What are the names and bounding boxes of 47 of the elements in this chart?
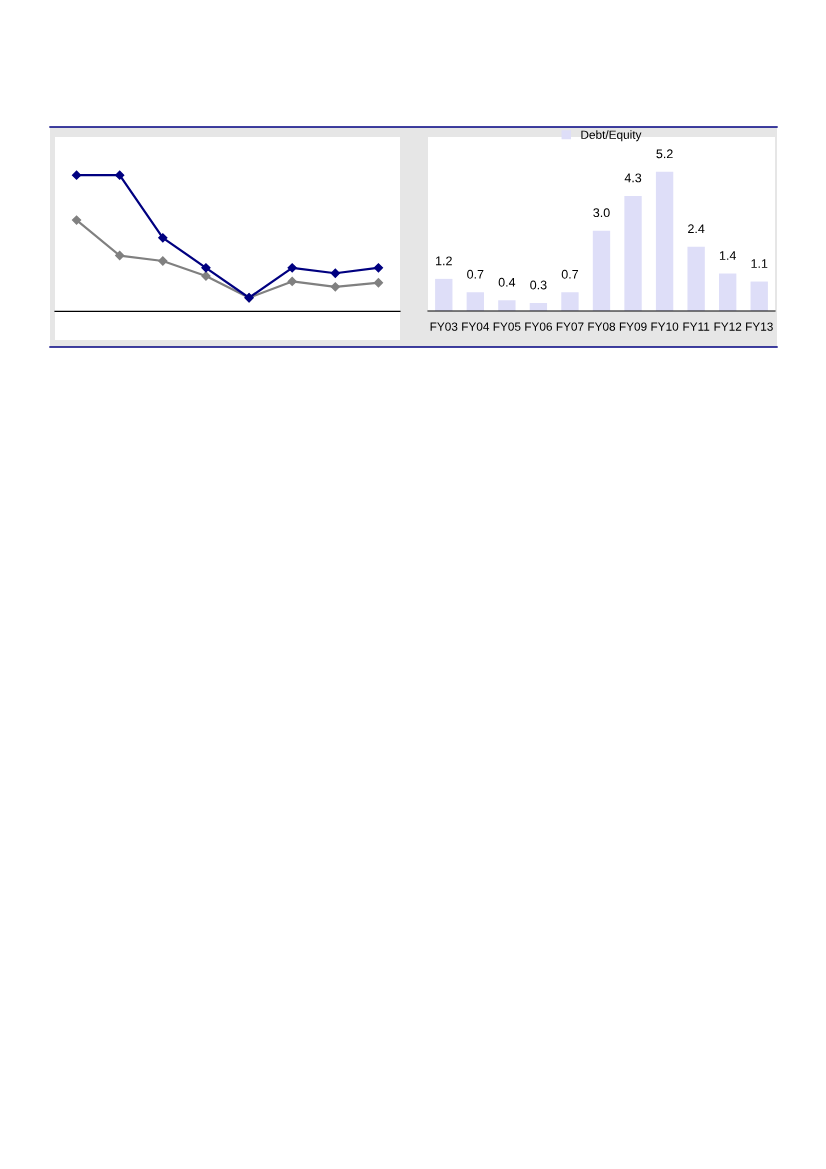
point (330, 268, 340, 278)
bar (592, 230, 611, 311)
bar (719, 273, 737, 311)
data-label: 2.4 (688, 224, 705, 234)
bar (624, 195, 642, 311)
point (115, 170, 125, 180)
bar (687, 246, 705, 311)
x-tick-label: FY04 (462, 322, 490, 331)
x-tick-label: FY12 (714, 322, 742, 331)
data-label: 5.2 (656, 149, 673, 159)
point (373, 263, 384, 273)
data-label: 4.3 (624, 173, 642, 183)
x-tick-label: FY05 (493, 322, 521, 331)
data-label: 3.0 (593, 208, 610, 218)
point (287, 263, 297, 273)
legend-label: Debt/Equity (581, 130, 642, 142)
x-tick-label: FY09 (619, 322, 647, 331)
bar (561, 292, 579, 311)
data-label: 0.7 (467, 269, 484, 279)
bar (435, 278, 453, 311)
x-tick-label: FY07 (556, 322, 584, 331)
data-label: 0.3 (530, 280, 547, 290)
point (115, 250, 125, 261)
x-tick-label: FY10 (651, 322, 679, 331)
x-tick-label: FY11 (683, 322, 710, 331)
data-label: 0.7 (561, 269, 579, 279)
x-tick-label: FY08 (588, 322, 616, 331)
point (71, 170, 82, 180)
data-label: 1.4 (719, 251, 737, 260)
bar (466, 292, 484, 311)
bar (655, 171, 674, 311)
x-tick-label: FY13 (746, 322, 773, 331)
point (71, 215, 82, 225)
data-label: 0.4 (498, 277, 516, 287)
point (201, 263, 211, 273)
bar (750, 281, 768, 311)
bar (498, 300, 516, 311)
data-label: 1.2 (436, 256, 452, 266)
point (287, 276, 297, 287)
data-label: 1.1 (751, 259, 768, 268)
x-tick-label: FY03 (430, 322, 458, 331)
point (158, 256, 168, 266)
point (158, 233, 168, 243)
point (201, 271, 211, 281)
point (330, 282, 340, 292)
point (373, 278, 384, 288)
x-tick-label: FY06 (525, 322, 552, 331)
